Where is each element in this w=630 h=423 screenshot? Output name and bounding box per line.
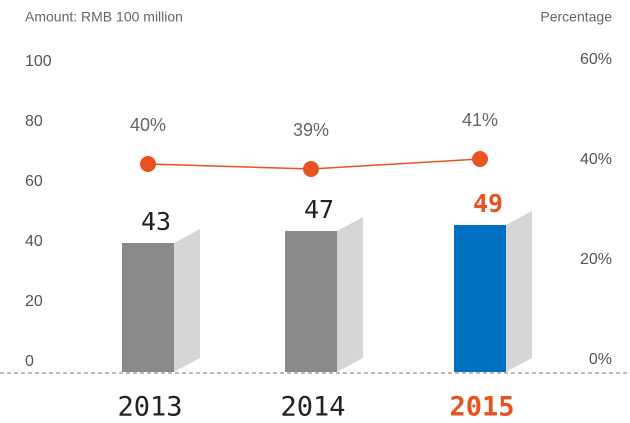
bar	[454, 225, 506, 372]
y-tick-label: 40	[25, 233, 43, 250]
y-tick-label: 0	[25, 353, 34, 370]
y-tick-label: 100	[25, 53, 52, 70]
y2-tick-label: 0%	[589, 351, 612, 368]
line-point	[140, 156, 156, 172]
x-tick-label: 2015	[449, 392, 514, 423]
bar-value-label: 47	[304, 195, 334, 224]
line-point	[472, 151, 488, 167]
x-tick-label: 2014	[280, 392, 345, 423]
y-axis-label: Amount: RMB 100 million	[25, 9, 183, 25]
bar-value-label: 49	[473, 189, 503, 218]
line-value-label: 41%	[462, 110, 498, 130]
y-tick-label: 20	[25, 293, 43, 310]
x-tick-label: 2013	[117, 392, 182, 423]
line-value-label: 39%	[293, 120, 329, 140]
bar-value-label: 43	[141, 207, 171, 236]
y2-tick-label: 20%	[580, 251, 612, 268]
bar-side	[506, 211, 532, 372]
line-point	[303, 161, 319, 177]
bar	[285, 231, 337, 372]
bar-side	[174, 229, 200, 372]
y2-tick-label: 60%	[580, 51, 612, 68]
bar-side	[337, 217, 363, 372]
y2-tick-label: 40%	[580, 151, 612, 168]
bar	[122, 243, 174, 372]
y-tick-label: 80	[25, 113, 43, 130]
line-value-label: 40%	[130, 115, 166, 135]
y-tick-label: 60	[25, 173, 43, 190]
y2-axis-label: Percentage	[540, 9, 612, 25]
